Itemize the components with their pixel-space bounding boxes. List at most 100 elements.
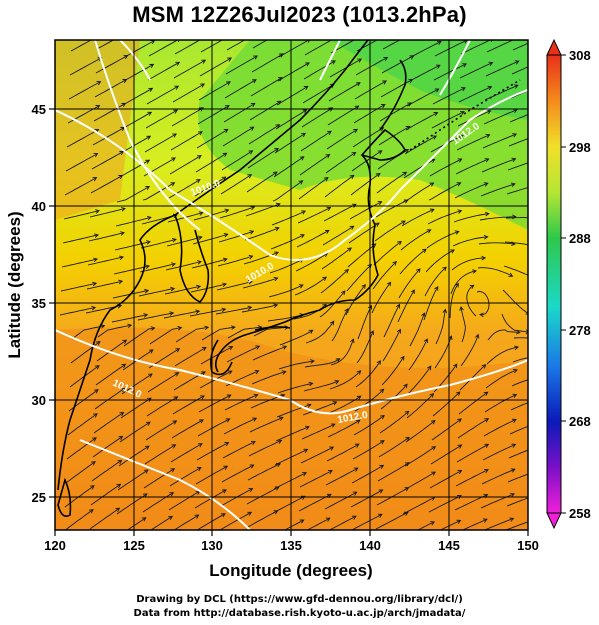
streamline [325,152,356,174]
streamline [215,306,252,315]
streamline-arrowhead [298,284,304,289]
streamline [220,174,252,195]
cooler-region [330,40,528,120]
streamline-arrowhead [274,486,280,491]
streamline [218,230,254,243]
streamline [61,258,98,268]
streamline-arrowhead [429,182,435,187]
streamline [451,257,486,271]
streamline-arrowhead [541,397,545,401]
streamline [113,265,150,275]
streamline-arrowhead [455,391,461,396]
contour-1012 [55,329,528,415]
streamline [145,109,178,129]
streamline-arrowhead [247,280,253,285]
streamline [481,158,516,173]
streamline-arrowhead [93,413,98,418]
streamline-arrowhead [379,464,385,470]
streamline [325,467,359,486]
streamline [322,225,354,246]
streamline [460,306,466,343]
streamline [449,283,459,319]
streamline-arrowhead [301,210,307,215]
streamline-arrowhead [539,108,543,112]
streamline [273,472,307,490]
streamline-arrowhead [484,418,490,423]
streamline-arrowhead [143,313,149,318]
streamline [376,171,407,194]
streamline [455,469,489,487]
streamline [487,329,520,341]
streamline [478,242,515,245]
streamline [195,152,227,173]
streamline-arrowhead [143,469,149,474]
streamline [380,79,413,98]
streamline-arrowhead [249,126,255,131]
streamline [330,338,354,366]
streamline-arrowhead [379,388,385,394]
streamline-arrowhead [91,305,97,311]
russia-coastline [174,40,369,216]
streamline [90,483,121,506]
streamline [62,234,99,244]
streamline-arrowhead [273,276,279,282]
streamline-arrowhead [223,128,229,134]
streamline-arrowhead [196,284,202,290]
streamline-arrowhead [250,205,256,211]
streamline-arrowhead [225,418,231,423]
streamline [196,442,229,461]
streamline-arrowhead [250,440,256,446]
streamline [198,394,232,413]
streamline [375,511,409,530]
streamline-arrowhead [199,107,204,112]
streamline-arrowhead [224,208,230,214]
streamline [381,55,414,74]
streamline [428,182,461,201]
streamline-arrowhead [222,489,227,494]
streamline [142,182,175,201]
streamline [70,341,101,364]
x-tick-label: 130 [201,538,223,553]
streamline-arrowhead [247,174,253,179]
streamline [459,62,493,79]
streamline-arrowhead [92,177,98,182]
streamline-arrowhead [95,341,101,346]
streamline-arrowhead [248,254,254,260]
streamline-arrowhead [201,371,206,376]
streamline [506,497,528,507]
streamline-arrowhead [251,79,257,84]
streamline-arrowhead [435,64,441,69]
streamline [95,363,126,386]
streamline-arrowhead [353,128,358,134]
streamline [406,88,439,107]
streamline-arrowhead [253,55,259,60]
streamline [480,493,515,509]
streamline-arrowhead [376,360,381,365]
streamline [427,210,462,225]
streamline [97,324,132,338]
streamline-arrowhead [145,159,151,164]
x-tick-label: 140 [359,538,381,553]
streamline [143,468,175,489]
streamline [138,287,175,297]
streamline-arrowhead [227,370,233,375]
streamline [430,444,462,465]
streamline [356,330,374,364]
streamline [435,309,446,345]
streamline [150,516,173,530]
streamline [66,129,99,148]
streamline [404,446,436,467]
streamline [402,496,436,515]
y-tick-label: 35 [32,296,46,311]
streamline [251,371,286,385]
streamline-arrowhead [115,507,121,513]
streamline-arrowhead [93,153,99,158]
streamline [247,463,281,481]
streamline [196,513,226,530]
streamline [299,470,333,488]
streamline-arrowhead [198,443,203,448]
streamline [71,325,105,340]
streamline [121,64,154,83]
streamline [377,462,410,482]
streamline [248,439,282,457]
